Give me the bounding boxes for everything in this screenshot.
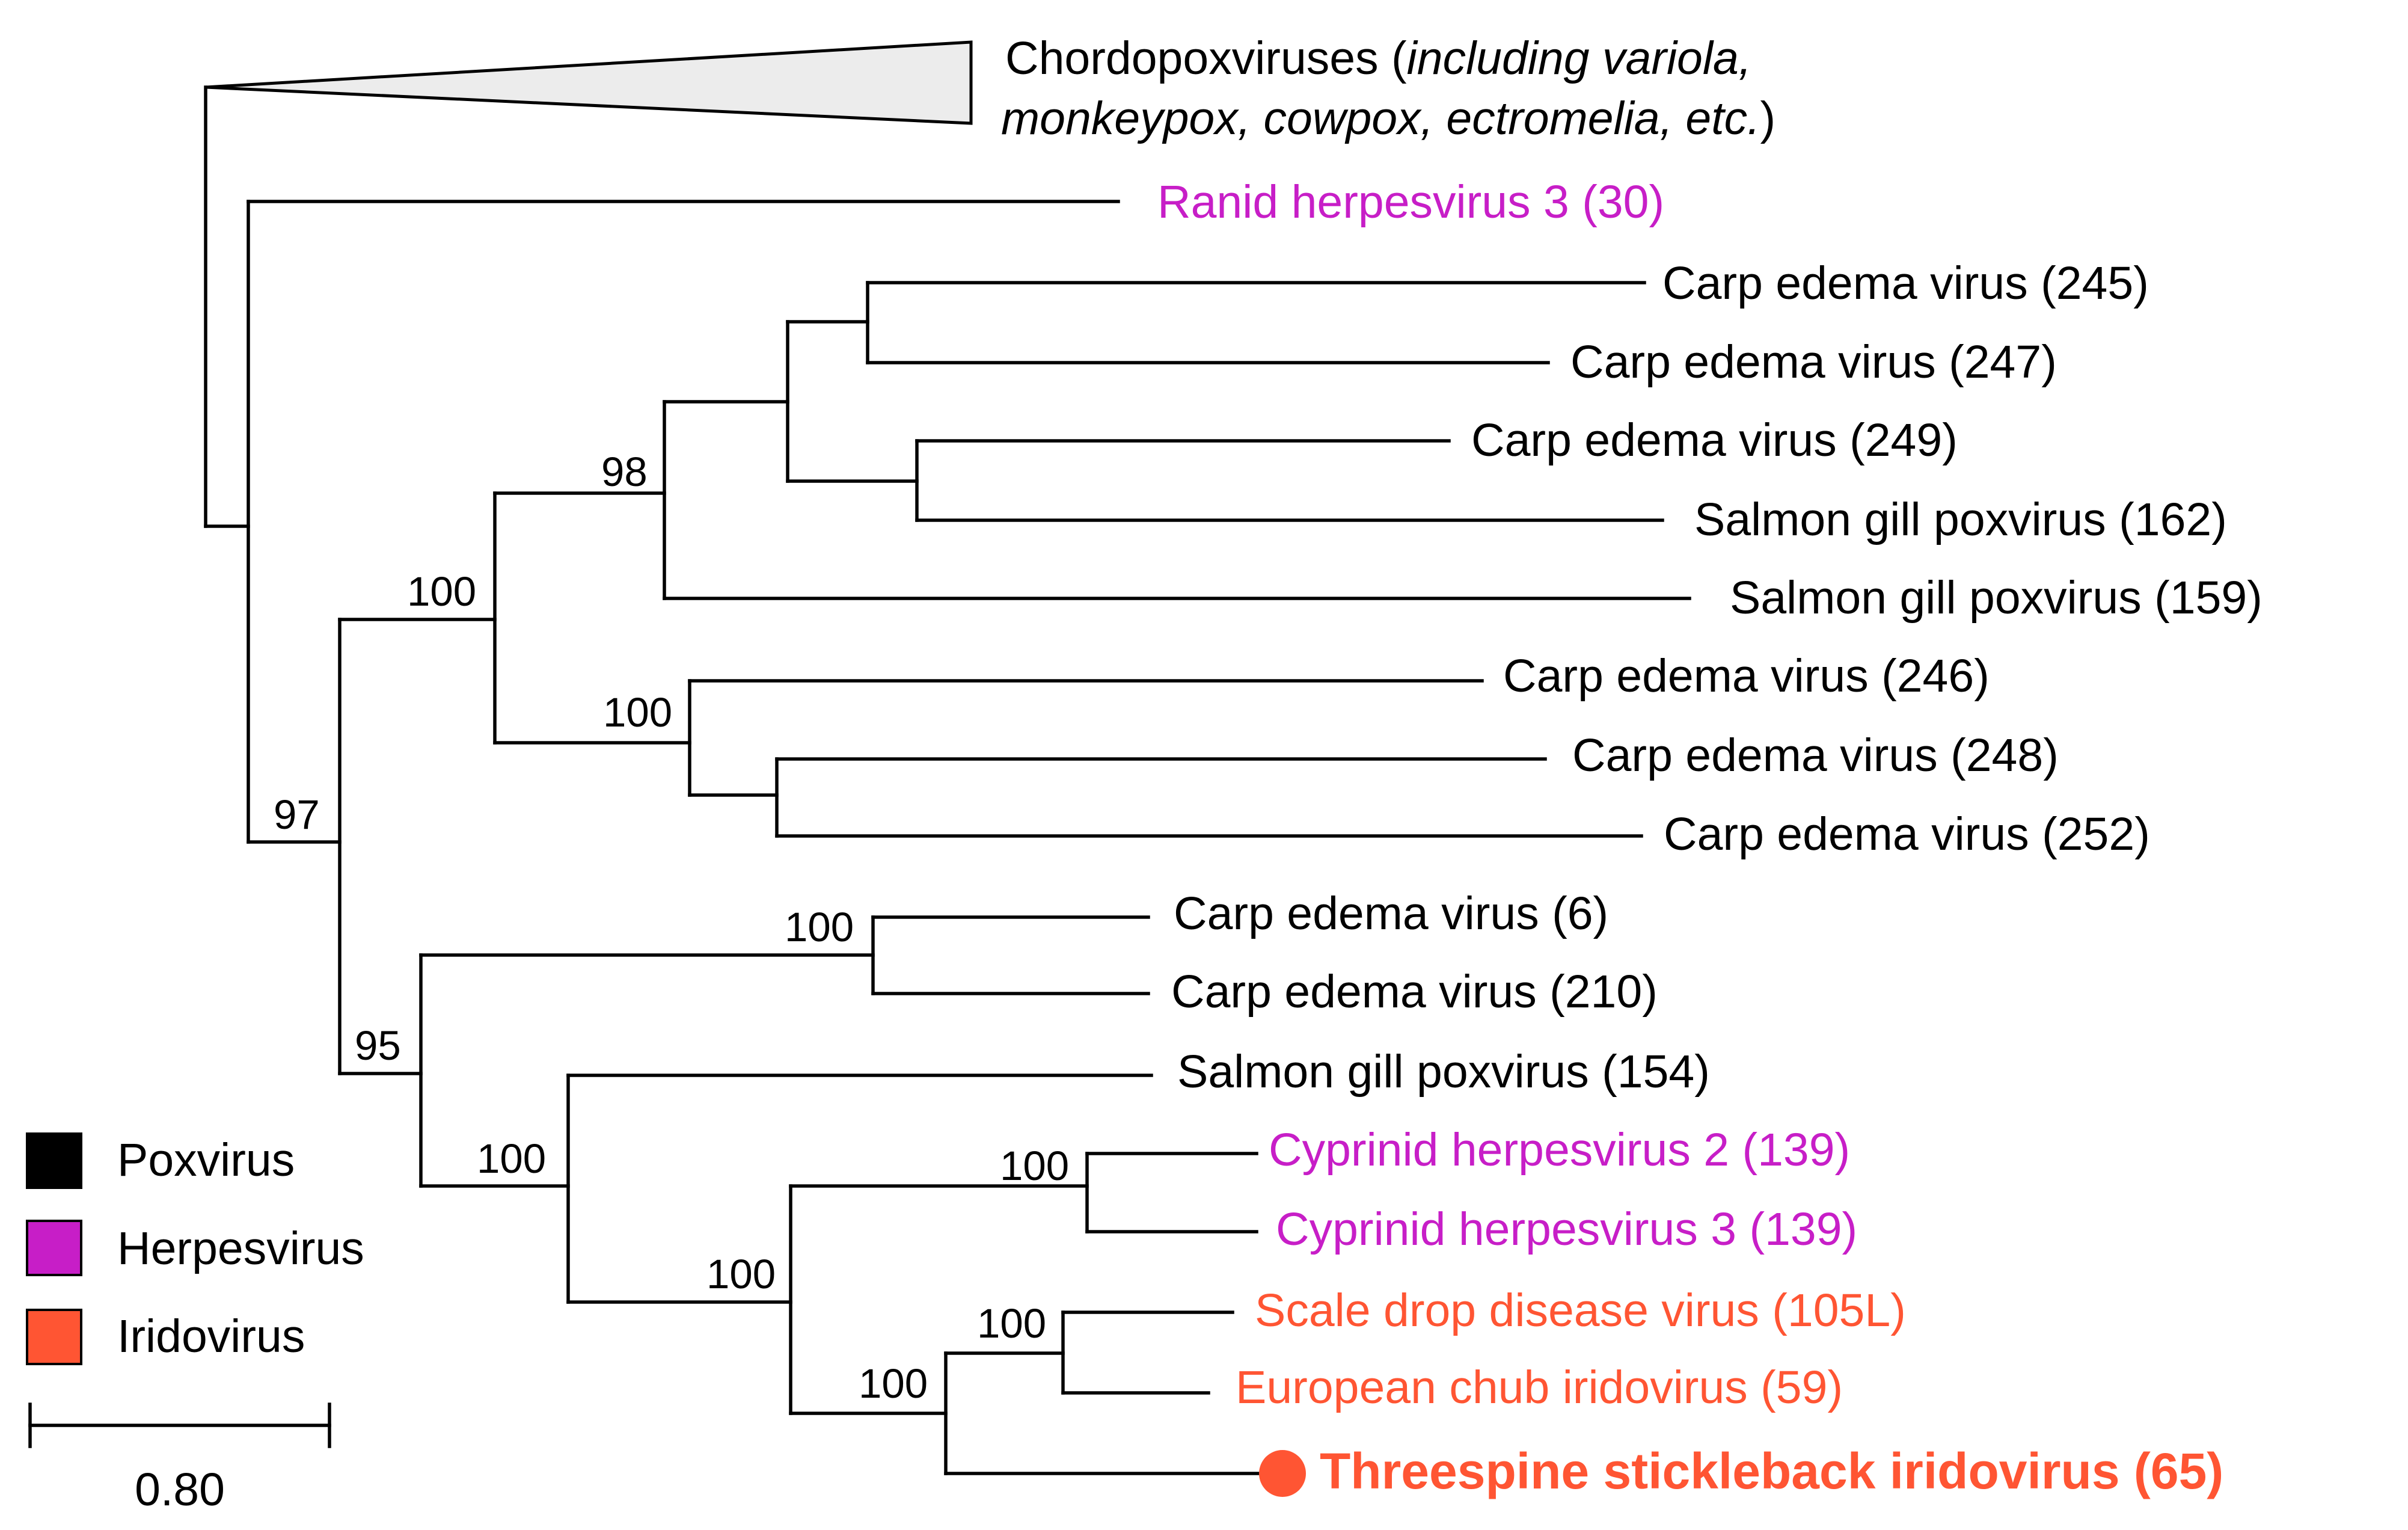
support-value: 100 xyxy=(407,568,476,615)
tip-label-carp-edema-246: Carp edema virus (246) xyxy=(1503,650,1990,702)
tip-label-cyprinid-herpesvirus-3: Cyprinid herpesvirus 3 (139) xyxy=(1276,1203,1857,1255)
tip-label-carp-edema-6: Carp edema virus (6) xyxy=(1174,888,1608,939)
tree-branches xyxy=(204,85,1691,1475)
support-value: 97 xyxy=(274,791,320,838)
tip-label-ranid-herpesvirus-3: Ranid herpesvirus 3 (30) xyxy=(1157,176,1664,228)
highlight-dot-marker xyxy=(1259,1450,1306,1497)
support-value: 100 xyxy=(706,1251,776,1297)
collapsed-clade-name: Chordopoxviruses xyxy=(1005,32,1379,84)
legend-swatch-poxvirus xyxy=(26,1132,82,1189)
support-value: 100 xyxy=(477,1135,546,1182)
tip-label-salmon-gill-162: Salmon gill poxvirus (162) xyxy=(1694,494,2227,545)
legend-label-iridovirus: Iridovirus xyxy=(117,1310,305,1362)
collapsed-clade-close-paren: ) xyxy=(1760,93,1776,144)
tip-label-carp-edema-245: Carp edema virus (245) xyxy=(1662,257,2149,309)
tip-label-salmon-gill-154: Salmon gill poxvirus (154) xyxy=(1177,1046,1710,1098)
tip-label-european-chub-iridovirus: European chub iridovirus (59) xyxy=(1236,1362,1843,1413)
tip-labels: Ranid herpesvirus 3 (30) Carp edema viru… xyxy=(1157,176,2262,1499)
tip-label-threespine-stickleback-iridovirus: Threespine stickleback iridovirus (65) xyxy=(1320,1443,2223,1499)
support-value: 100 xyxy=(859,1360,928,1407)
support-value: 100 xyxy=(603,689,672,736)
tip-label-carp-edema-249: Carp edema virus (249) xyxy=(1471,414,1958,466)
tip-label-scale-drop-disease-virus: Scale drop disease virus (105L) xyxy=(1255,1285,1906,1336)
support-value: 100 xyxy=(785,904,854,950)
collapsed-clade-italic-line1: including variola, xyxy=(1407,32,1752,84)
legend-swatch-iridovirus xyxy=(26,1309,82,1365)
scale-bar-label: 0.80 xyxy=(135,1464,225,1516)
tip-label-carp-edema-252: Carp edema virus (252) xyxy=(1664,808,2150,860)
support-values: 98 100 100 97 100 95 100 100 100 100 100 xyxy=(274,449,1069,1407)
support-value: 100 xyxy=(977,1300,1046,1347)
support-value: 98 xyxy=(601,449,648,495)
support-value: 100 xyxy=(1000,1143,1069,1189)
legend-swatch-herpesvirus xyxy=(26,1220,82,1276)
tip-label-carp-edema-210: Carp edema virus (210) xyxy=(1171,966,1658,1018)
tip-label-salmon-gill-159: Salmon gill poxvirus (159) xyxy=(1730,572,2262,624)
tip-label-carp-edema-248: Carp edema virus (248) xyxy=(1572,730,2059,781)
legend: Poxvirus Herpesvirus Iridovirus xyxy=(26,1132,364,1365)
collapsed-clade-italic-line2: monkeypox, cowpox, ectromelia, etc. xyxy=(1001,93,1760,144)
scale-bar: 0.80 xyxy=(28,1402,331,1516)
legend-label-poxvirus: Poxvirus xyxy=(117,1134,295,1186)
support-value: 95 xyxy=(355,1022,401,1069)
tip-label-carp-edema-247: Carp edema virus (247) xyxy=(1570,336,2057,388)
collapsed-clade-label-line1: Chordopoxviruses (including variola, xyxy=(1005,32,1751,84)
collapsed-clade-triangle xyxy=(205,40,973,125)
collapsed-clade-open-paren: ( xyxy=(1379,32,1407,84)
legend-label-herpesvirus: Herpesvirus xyxy=(117,1223,364,1274)
collapsed-clade-label-line2: monkeypox, cowpox, ectromelia, etc.) xyxy=(1001,93,1775,144)
tip-label-cyprinid-herpesvirus-2: Cyprinid herpesvirus 2 (139) xyxy=(1269,1124,1850,1176)
